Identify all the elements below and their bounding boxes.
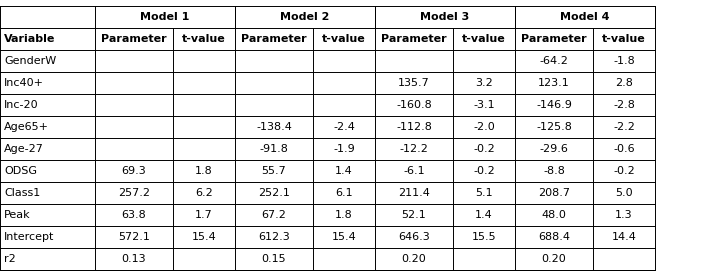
Text: 1.7: 1.7 xyxy=(195,210,213,219)
Text: Age-27: Age-27 xyxy=(4,144,44,153)
Text: -1.9: -1.9 xyxy=(333,144,355,153)
Text: Model 2: Model 2 xyxy=(280,12,330,21)
Text: -2.0: -2.0 xyxy=(473,122,495,131)
Text: -29.6: -29.6 xyxy=(540,144,569,153)
Text: 15.4: 15.4 xyxy=(332,232,356,241)
Text: Parameter: Parameter xyxy=(521,34,587,43)
Text: Model 4: Model 4 xyxy=(560,12,610,21)
Text: 257.2: 257.2 xyxy=(118,188,150,197)
Text: -8.8: -8.8 xyxy=(543,166,565,175)
Text: -0.6: -0.6 xyxy=(613,144,635,153)
Text: -1.8: -1.8 xyxy=(613,56,635,65)
Text: 67.2: 67.2 xyxy=(262,210,286,219)
Text: 612.3: 612.3 xyxy=(258,232,290,241)
Text: Model 1: Model 1 xyxy=(141,12,190,21)
Text: -3.1: -3.1 xyxy=(473,100,495,109)
Text: Variable: Variable xyxy=(4,34,56,43)
Text: 135.7: 135.7 xyxy=(398,78,430,87)
Text: Inc-20: Inc-20 xyxy=(4,100,39,109)
Text: 123.1: 123.1 xyxy=(538,78,570,87)
Text: 0.15: 0.15 xyxy=(262,254,286,263)
Text: 0.20: 0.20 xyxy=(541,254,567,263)
Text: -2.8: -2.8 xyxy=(613,100,635,109)
Text: 0.20: 0.20 xyxy=(401,254,427,263)
Text: 211.4: 211.4 xyxy=(398,188,430,197)
Text: -160.8: -160.8 xyxy=(396,100,432,109)
Text: -2.4: -2.4 xyxy=(333,122,355,131)
Text: GenderW: GenderW xyxy=(4,56,56,65)
Text: 2.8: 2.8 xyxy=(615,78,633,87)
Text: 5.1: 5.1 xyxy=(475,188,493,197)
Text: 688.4: 688.4 xyxy=(538,232,570,241)
Text: 646.3: 646.3 xyxy=(398,232,430,241)
Text: Parameter: Parameter xyxy=(381,34,447,43)
Text: -91.8: -91.8 xyxy=(259,144,288,153)
Text: -12.2: -12.2 xyxy=(399,144,428,153)
Text: 14.4: 14.4 xyxy=(612,232,636,241)
Text: 5.0: 5.0 xyxy=(615,188,633,197)
Text: -112.8: -112.8 xyxy=(396,122,432,131)
Text: 48.0: 48.0 xyxy=(541,210,567,219)
Text: 55.7: 55.7 xyxy=(262,166,286,175)
Text: 3.2: 3.2 xyxy=(475,78,493,87)
Text: 1.4: 1.4 xyxy=(335,166,353,175)
Text: 6.2: 6.2 xyxy=(195,188,213,197)
Text: 63.8: 63.8 xyxy=(122,210,146,219)
Text: 6.1: 6.1 xyxy=(335,188,353,197)
Text: 208.7: 208.7 xyxy=(538,188,570,197)
Text: -138.4: -138.4 xyxy=(256,122,292,131)
Text: -64.2: -64.2 xyxy=(540,56,569,65)
Text: -0.2: -0.2 xyxy=(613,166,635,175)
Text: t-value: t-value xyxy=(462,34,506,43)
Text: -0.2: -0.2 xyxy=(473,144,495,153)
Text: 15.5: 15.5 xyxy=(472,232,496,241)
Text: 1.4: 1.4 xyxy=(475,210,493,219)
Text: 1.8: 1.8 xyxy=(335,210,353,219)
Text: 52.1: 52.1 xyxy=(401,210,427,219)
Text: r2: r2 xyxy=(4,254,15,263)
Text: 572.1: 572.1 xyxy=(118,232,150,241)
Text: -0.2: -0.2 xyxy=(473,166,495,175)
Text: 15.4: 15.4 xyxy=(192,232,217,241)
Text: Peak: Peak xyxy=(4,210,31,219)
Text: -125.8: -125.8 xyxy=(536,122,572,131)
Text: t-value: t-value xyxy=(602,34,646,43)
Text: -6.1: -6.1 xyxy=(404,166,425,175)
Text: Parameter: Parameter xyxy=(101,34,167,43)
Text: Class1: Class1 xyxy=(4,188,40,197)
Text: t-value: t-value xyxy=(322,34,366,43)
Text: -2.2: -2.2 xyxy=(613,122,635,131)
Text: 1.8: 1.8 xyxy=(195,166,213,175)
Text: Intercept: Intercept xyxy=(4,232,54,241)
Text: Parameter: Parameter xyxy=(241,34,307,43)
Text: Inc40+: Inc40+ xyxy=(4,78,44,87)
Text: 252.1: 252.1 xyxy=(258,188,290,197)
Text: -146.9: -146.9 xyxy=(536,100,572,109)
Text: Model 3: Model 3 xyxy=(420,12,470,21)
Text: Age65+: Age65+ xyxy=(4,122,49,131)
Text: t-value: t-value xyxy=(182,34,226,43)
Text: ODSG: ODSG xyxy=(4,166,37,175)
Text: 69.3: 69.3 xyxy=(122,166,146,175)
Text: 1.3: 1.3 xyxy=(615,210,633,219)
Text: 0.13: 0.13 xyxy=(122,254,146,263)
